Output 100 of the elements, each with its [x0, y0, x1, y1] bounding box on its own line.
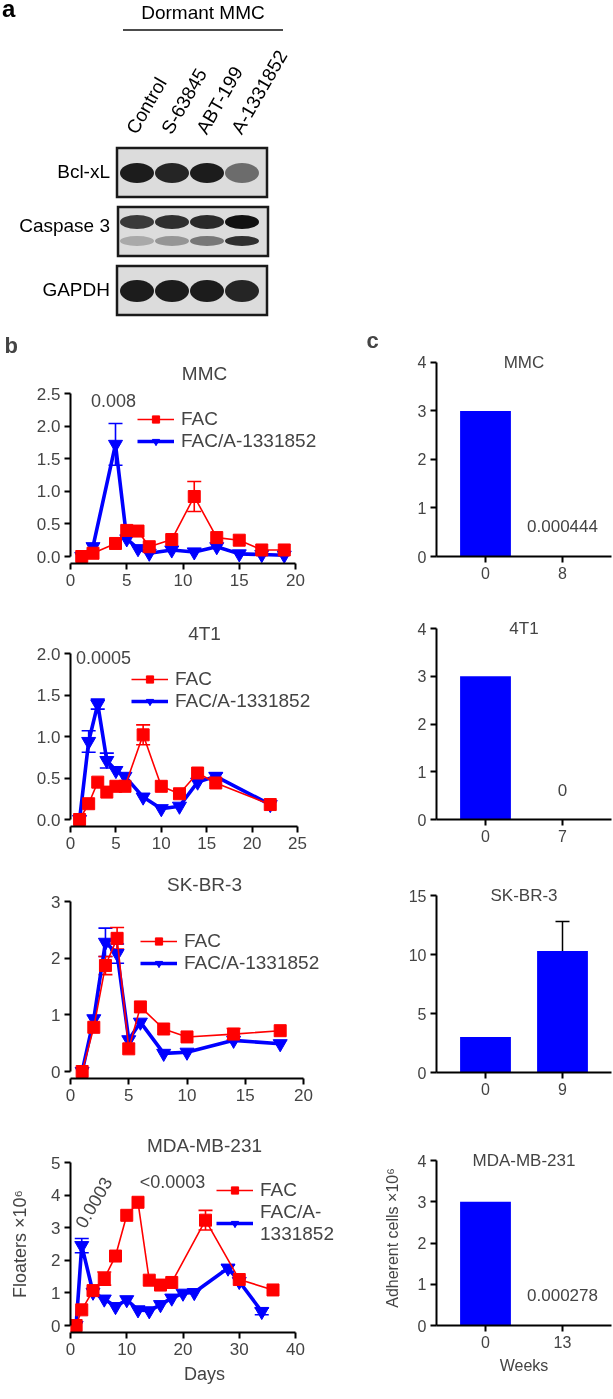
y-tick-label: 3	[417, 668, 427, 686]
y-tick-label: 3	[51, 892, 61, 912]
x-tick-label: 40	[286, 1339, 305, 1359]
x-axis-title: Weeks	[499, 1356, 549, 1374]
legend-label: FAC	[184, 930, 221, 952]
y-tick-label: 4	[417, 354, 427, 372]
x-tick-label: 20	[294, 1085, 313, 1105]
y-tick-label: 2	[417, 716, 427, 733]
y-tick-label: 1	[417, 1276, 427, 1294]
x-tick-label: 13	[553, 1333, 572, 1351]
legend-label: FAC	[260, 1179, 297, 1201]
y-tick-label: 1.5	[36, 449, 61, 469]
text: a	[2, 0, 16, 22]
x-tick-label: 0	[65, 833, 76, 853]
annotation: 0.0005	[75, 648, 132, 668]
y-axis-title: Floaters ×10⁶	[10, 1190, 31, 1298]
y-tick-label: 2	[417, 451, 427, 469]
y-tick-label: 2	[417, 1235, 427, 1252]
x-tick-label: 10	[151, 833, 171, 853]
x-tick-label: 0	[65, 570, 76, 590]
text: c	[366, 327, 379, 353]
y-tick-label: 10	[408, 946, 427, 964]
y-tick-label: 4	[51, 1186, 61, 1206]
x-tick-label: 15	[235, 1085, 255, 1105]
y-tick-label: 2	[51, 949, 61, 969]
x-tick-label: 20	[242, 833, 262, 853]
annotation: 0.008	[90, 391, 137, 411]
y-tick-label: 0	[51, 1316, 61, 1336]
y-tick-label: 2.0	[36, 644, 61, 664]
y-tick-label: 1	[417, 499, 427, 517]
y-tick-label: 0	[51, 1062, 61, 1082]
y-tick-label: 1.0	[36, 482, 61, 502]
x-tick-label: 0	[65, 1085, 76, 1105]
legend-label: FAC	[175, 668, 212, 690]
y-tick-label: 1.0	[36, 727, 61, 747]
legend-label: FAC/A-1331852	[184, 952, 320, 974]
chart-title: SK-BR-3	[490, 886, 558, 905]
chart-title: 4T1	[188, 622, 221, 644]
legend-label: FAC	[181, 408, 218, 430]
x-tick-label: 9	[558, 1080, 568, 1098]
chart-title: MMC	[503, 352, 545, 372]
y-tick-label: 0.5	[36, 769, 61, 788]
x-tick-label: 5	[124, 1085, 134, 1105]
x-tick-label: 0	[481, 564, 491, 582]
y-tick-label: 5	[51, 1153, 61, 1173]
y-tick-label: 1	[51, 1005, 61, 1025]
y-tick-label: 0	[417, 548, 427, 566]
y-tick-label: 0.5	[36, 514, 61, 534]
x-tick-label: 0	[481, 1333, 491, 1351]
y-axis-title: Adherent cells ×10⁶	[383, 1168, 401, 1308]
x-axis-title: Days	[184, 1363, 226, 1384]
data-label: 0	[557, 780, 568, 800]
x-tick-label: 30	[229, 1339, 249, 1359]
x-tick-label: 20	[173, 1339, 193, 1359]
legend-label: FAC/A-1331852	[175, 690, 311, 712]
x-tick-label: 10	[177, 1085, 197, 1105]
y-tick-label: 1	[51, 1283, 61, 1303]
category-label: Caspase 3	[19, 215, 110, 236]
y-tick-label: 3	[417, 402, 427, 420]
chart-title: MDA-MB-231	[146, 1134, 263, 1156]
category-label: GAPDH	[42, 279, 110, 300]
y-tick-label: 2.5	[36, 384, 61, 404]
data-label: 0.000278	[527, 1286, 598, 1306]
y-tick-label: 0	[417, 1064, 427, 1082]
y-tick-label: 4	[417, 1152, 427, 1170]
x-tick-label: 0	[481, 1080, 491, 1098]
y-tick-label: 1.5	[36, 686, 61, 705]
y-tick-label: 4	[417, 620, 427, 638]
x-tick-label: 5	[111, 833, 121, 853]
x-tick-label: 15	[197, 833, 217, 853]
y-tick-label: 0	[417, 811, 427, 829]
y-tick-label: 0.0	[36, 810, 61, 830]
chart-title: MMC	[181, 362, 228, 384]
x-tick-label: 7	[558, 827, 568, 845]
y-tick-label: 0	[417, 1317, 427, 1335]
y-tick-label: 3	[417, 1193, 427, 1211]
y-tick-label: 1	[417, 763, 427, 781]
y-tick-label: 15	[408, 887, 427, 905]
text: Dormant MMC	[140, 1, 266, 25]
y-tick-label: 5	[417, 1005, 427, 1023]
x-tick-label: 8	[558, 564, 568, 582]
x-tick-label: 25	[288, 833, 307, 853]
x-tick-label: 10	[117, 1339, 137, 1359]
y-tick-label: 2	[51, 1251, 61, 1271]
x-tick-label: 0	[65, 1339, 76, 1359]
chart-title: SK-BR-3	[167, 873, 242, 895]
legend-label: FAC/A-1331852	[260, 1201, 334, 1245]
data-label: 0.000444	[527, 517, 598, 537]
x-tick-label: 0	[481, 827, 491, 845]
chart-title: 4T1	[509, 619, 539, 638]
annotation: <0.0003	[139, 1171, 206, 1192]
y-tick-label: 3	[51, 1218, 61, 1238]
x-tick-label: 15	[229, 570, 249, 590]
x-tick-label: 10	[173, 570, 193, 590]
legend-label: FAC/A-1331852	[181, 430, 317, 452]
chart-title: MDA-MB-231	[472, 1151, 576, 1170]
category-label: Bcl-xL	[57, 161, 110, 182]
y-tick-label: 0.0	[36, 547, 61, 567]
x-tick-label: 5	[122, 570, 132, 590]
text: b	[4, 332, 18, 358]
